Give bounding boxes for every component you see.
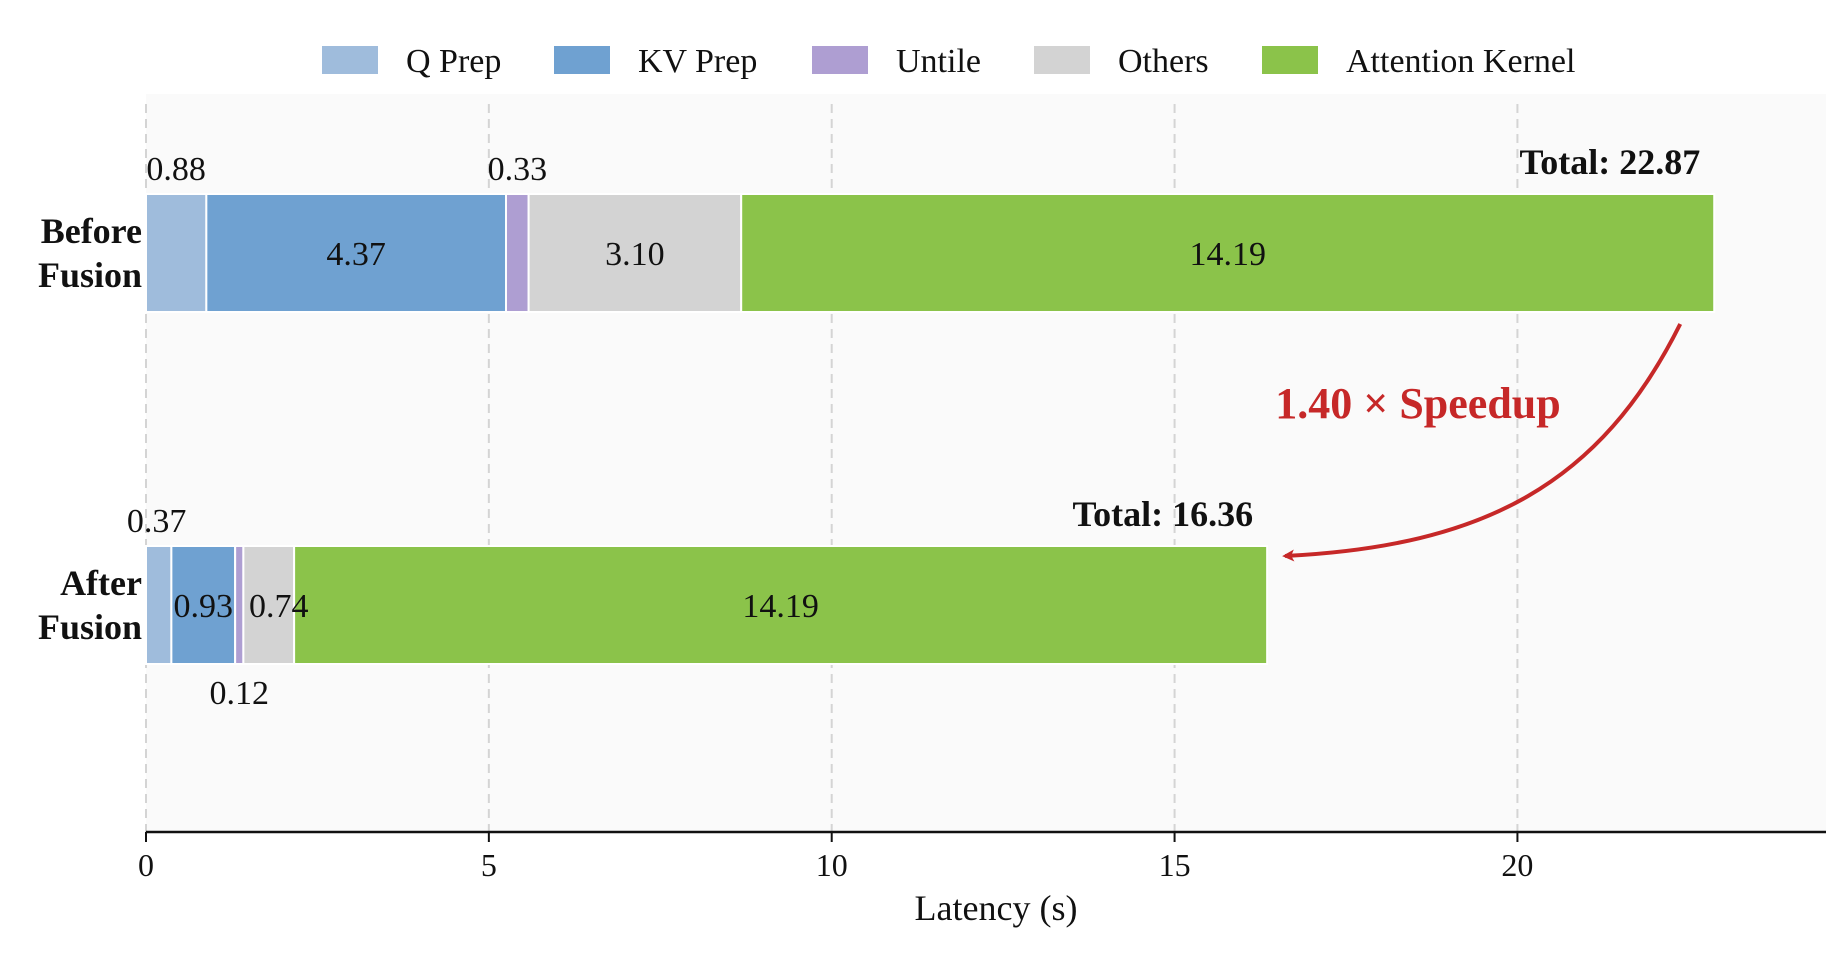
bar-value-label: 0.37: [127, 503, 187, 540]
x-tick-label: 0: [138, 847, 154, 883]
legend-label: Others: [1118, 43, 1209, 80]
speedup-annotation: 1.40 × Speedup: [1275, 323, 1683, 562]
category-label: After: [60, 563, 142, 603]
bar-value-label: 14.19: [742, 588, 819, 625]
x-tick-label: 20: [1501, 847, 1533, 883]
bar-value-label: 0.33: [488, 151, 548, 188]
bar-value-label: 0.93: [174, 588, 234, 625]
total-label: Total: 22.87: [1520, 142, 1701, 182]
bar-value-label: 3.10: [605, 236, 665, 273]
bar-segment: [145, 545, 173, 665]
legend-label: Attention Kernel: [1346, 43, 1575, 80]
speedup-label: 1.40 × Speedup: [1275, 379, 1560, 428]
bar-value-label: 0.74: [249, 588, 309, 625]
bar-segment: [527, 193, 743, 313]
bar-segment: [145, 193, 208, 313]
category-label: Before: [41, 211, 142, 251]
legend-label: KV Prep: [638, 43, 757, 80]
legend-swatch: [1262, 46, 1318, 74]
bar-value-label: 14.19: [1189, 236, 1266, 273]
bar-segment: [234, 545, 245, 665]
bar-value-label: 0.12: [210, 675, 270, 712]
x-axis-title: Latency (s): [915, 888, 1078, 928]
x-axis: 0 5 10 15 20 Latency (s): [138, 830, 1826, 928]
bar-segment: [205, 193, 507, 313]
legend-label: Untile: [896, 43, 981, 80]
x-tick-label: 5: [481, 847, 497, 883]
bar-segment: [170, 545, 237, 665]
legend: Q Prep KV Prep Untile Others Attention Kerne…: [322, 43, 1575, 80]
legend-swatch: [554, 46, 610, 74]
total-label: Total: 16.36: [1072, 494, 1253, 534]
bar-value-label: 4.37: [326, 236, 386, 273]
legend-swatch: [322, 46, 378, 74]
x-tick-label: 15: [1159, 847, 1191, 883]
bar-segment: [505, 193, 530, 313]
legend-label: Q Prep: [406, 43, 501, 80]
bar-segment: [293, 545, 1269, 665]
category-label: Fusion: [38, 607, 142, 647]
x-tick-label: 10: [816, 847, 848, 883]
bar-value-label: 0.88: [146, 151, 206, 188]
legend-swatch: [812, 46, 868, 74]
bars: [145, 193, 1716, 665]
legend-swatch: [1034, 46, 1090, 74]
bar-segment: [740, 193, 1716, 313]
category-label: Fusion: [38, 255, 142, 295]
speedup-arrow: [1282, 323, 1683, 562]
